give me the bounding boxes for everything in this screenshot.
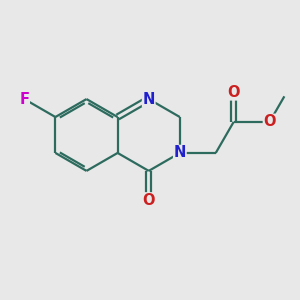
Text: F: F bbox=[19, 92, 29, 106]
Text: O: O bbox=[263, 114, 276, 129]
Text: N: N bbox=[174, 146, 186, 160]
Text: N: N bbox=[142, 92, 155, 106]
Text: O: O bbox=[227, 85, 240, 100]
Text: O: O bbox=[142, 193, 155, 208]
